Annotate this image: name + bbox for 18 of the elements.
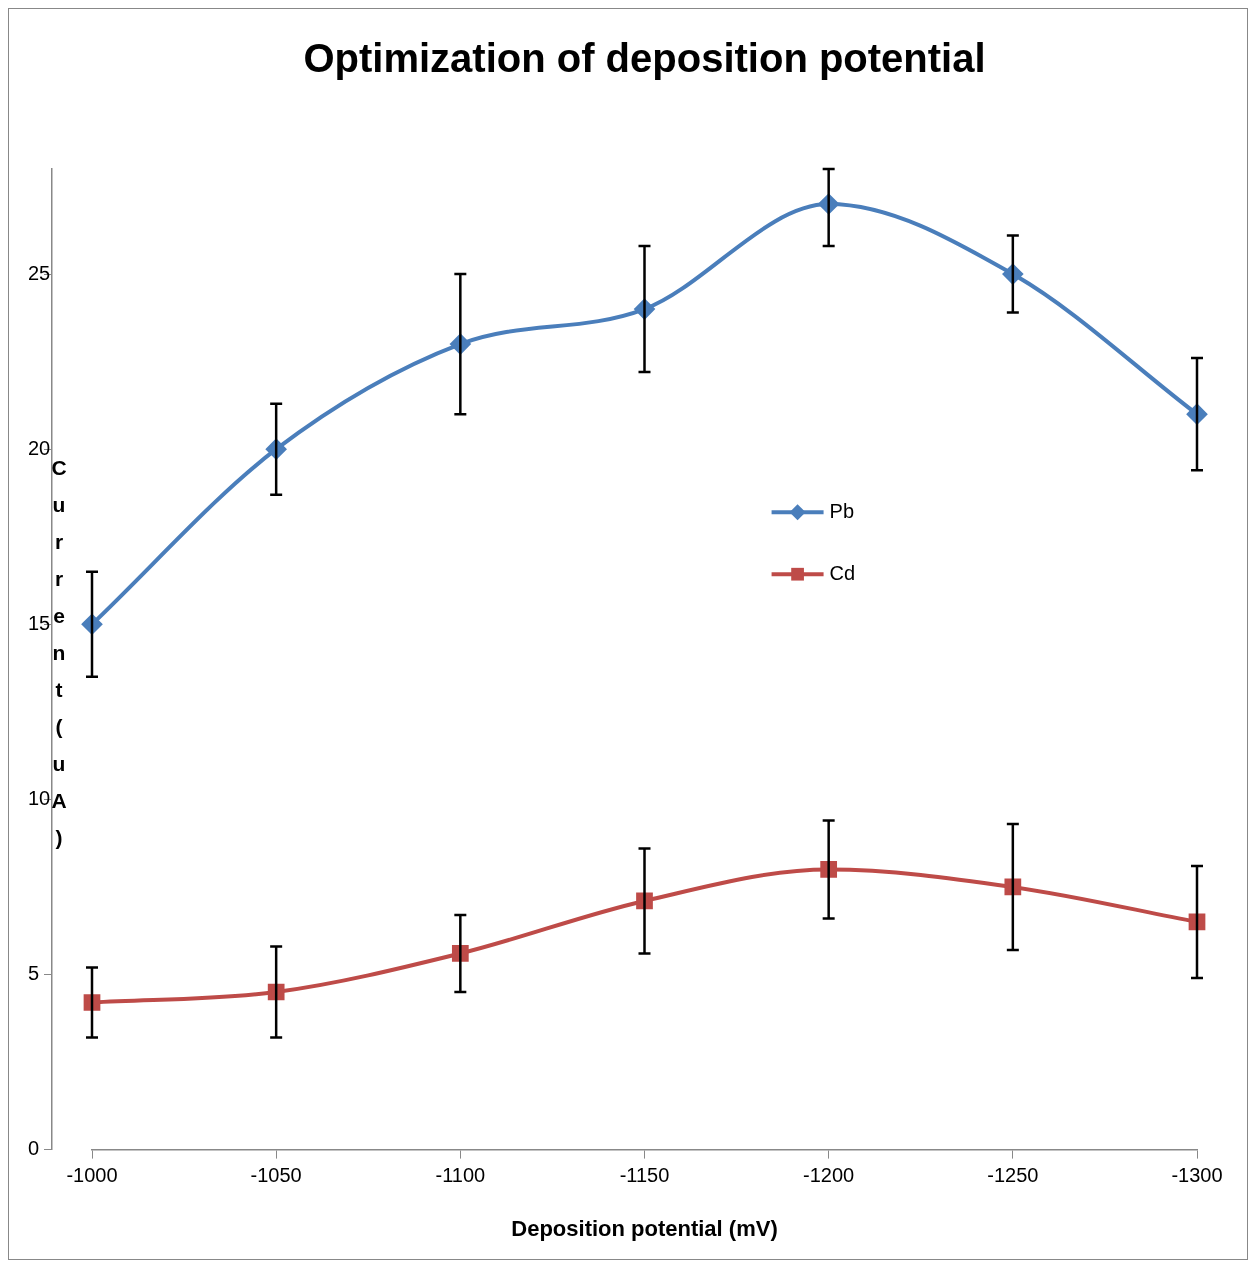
legend-label: Pb xyxy=(829,499,855,522)
x-axis-title: Deposition potential (mV) xyxy=(511,1215,778,1241)
y-tick-label: 20 xyxy=(28,436,51,459)
x-tick-label: -1300 xyxy=(1171,1164,1223,1187)
y-tick-label: 10 xyxy=(28,786,51,809)
text: Current (uA) xyxy=(51,456,67,850)
legend-label: Cd xyxy=(829,561,856,584)
y-tick-label: 0 xyxy=(28,1137,40,1160)
x-tick-label: -1000 xyxy=(66,1164,118,1187)
x-tick-label: -1200 xyxy=(803,1164,855,1187)
x-tick-label: -1050 xyxy=(250,1164,302,1187)
y-tick-label: 5 xyxy=(28,962,40,985)
x-tick-label: -1250 xyxy=(987,1164,1039,1187)
y-tick-label: 15 xyxy=(28,611,51,634)
x-tick-label: -1150 xyxy=(619,1164,670,1187)
x-tick-label: -1100 xyxy=(435,1164,486,1187)
y-tick-label: 25 xyxy=(28,261,51,284)
chart-title: Optimization of deposition potential xyxy=(303,36,986,81)
